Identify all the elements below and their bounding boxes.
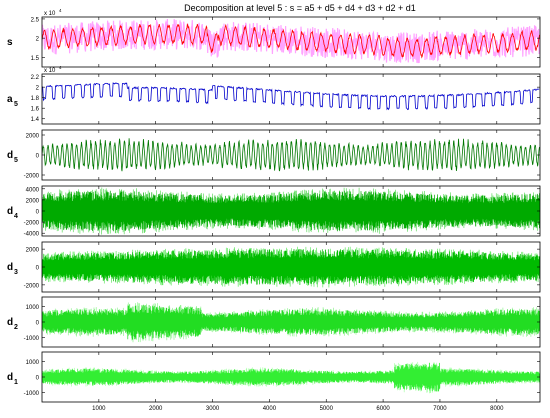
series-line-d3 — [42, 248, 540, 285]
panel-series-s — [42, 18, 540, 64]
xtick-label-2: 3000 — [206, 406, 220, 412]
ytick-label-d3-1: 0 — [36, 266, 40, 272]
ytick-label-a5-4: 2.2 — [31, 75, 40, 81]
ytick-label-s-0: 1.5 — [31, 56, 40, 62]
panel-series-d1 — [42, 361, 540, 394]
panel-frame-d5 — [41, 129, 541, 181]
xtick-label-0: 1000 — [92, 406, 106, 412]
panel-label-d5: d — [7, 150, 13, 161]
panel-series-d3 — [42, 246, 540, 288]
ytick-label-d2-1: 0 — [36, 321, 40, 327]
exponent-power-s: 4 — [59, 8, 62, 13]
ytick-label-d1-0: -1000 — [24, 391, 40, 397]
xtick-label-5: 6000 — [376, 406, 390, 412]
panel-series-d5 — [42, 138, 540, 172]
ytick-label-d4-3: 2000 — [26, 198, 40, 204]
exponent-power-a5: 4 — [59, 65, 62, 70]
ytick-label-d4-0: -4000 — [24, 232, 40, 238]
xtick-label-4: 5000 — [320, 406, 334, 412]
series-line-d5 — [42, 138, 540, 172]
ytick-label-d2-0: -1000 — [24, 336, 40, 342]
panel-label-sub-a5: 5 — [14, 101, 18, 108]
panel-label-d4: d — [7, 206, 13, 217]
xtick-label-3: 4000 — [263, 406, 277, 412]
series-band-s — [42, 18, 540, 64]
series-line-d2 — [42, 304, 540, 340]
series-line-d4 — [42, 190, 540, 232]
panel-label-d1: d — [7, 372, 13, 383]
ytick-label-d4-1: -2000 — [24, 221, 40, 227]
ytick-label-d1-1: 0 — [36, 376, 40, 382]
figure-title: Decomposition at level 5 : s = a5 + d5 +… — [184, 3, 416, 13]
panel-label-s: s — [7, 37, 13, 48]
panel-label-sub-d1: 1 — [14, 379, 18, 386]
exponent-label-s: x 10 — [44, 11, 56, 17]
ytick-label-d4-4: 4000 — [26, 187, 40, 193]
ytick-label-d1-2: 1000 — [26, 360, 40, 366]
xtick-label-1: 2000 — [149, 406, 163, 412]
ytick-label-d5-1: 0 — [36, 154, 40, 160]
panel-label-d2: d — [7, 317, 13, 328]
xtick-label-7: 8000 — [490, 406, 504, 412]
panel-series-d4 — [42, 187, 540, 235]
ytick-label-d5-0: -2000 — [24, 174, 40, 180]
panel-label-sub-d3: 3 — [14, 269, 18, 276]
ytick-label-d3-0: -2000 — [24, 283, 40, 289]
ytick-label-d3-2: 2000 — [26, 248, 40, 254]
panel-label-sub-d5: 5 — [14, 157, 18, 164]
panel-series-a5 — [42, 82, 540, 111]
panel-label-d3: d — [7, 262, 13, 273]
series-line-s — [42, 23, 540, 59]
panel-label-a5: a — [7, 94, 13, 105]
ytick-label-d2-2: 1000 — [26, 305, 40, 311]
xtick-label-6: 7000 — [433, 406, 447, 412]
ytick-label-a5-2: 1.8 — [31, 96, 40, 102]
ytick-label-a5-3: 2 — [36, 86, 40, 92]
exponent-label-a5: x 10 — [44, 68, 56, 74]
ytick-label-d5-2: 2000 — [26, 134, 40, 140]
ytick-label-a5-0: 1.4 — [31, 117, 40, 123]
series-line-d1 — [42, 362, 540, 392]
panel-frame-s — [41, 16, 541, 68]
ytick-label-s-2: 2.5 — [31, 17, 40, 23]
ytick-label-d4-2: 0 — [36, 210, 40, 216]
panel-label-sub-d2: 2 — [14, 324, 18, 331]
panel-frame-a5 — [41, 73, 541, 125]
panel-label-sub-d4: 4 — [14, 213, 18, 220]
panel-series-d2 — [42, 302, 540, 343]
series-line-a5 — [42, 82, 540, 111]
ytick-label-a5-1: 1.6 — [31, 107, 40, 113]
ytick-label-s-1: 2 — [36, 37, 40, 43]
